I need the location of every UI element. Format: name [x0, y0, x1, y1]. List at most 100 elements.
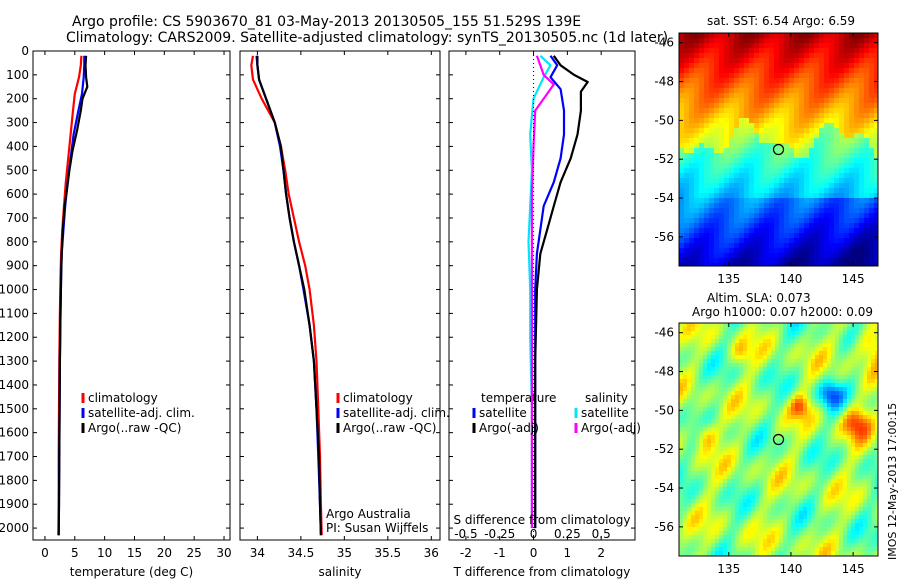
sla_map-cell	[735, 531, 740, 536]
sla_map-cell	[711, 467, 716, 472]
sst_map-cell	[744, 33, 750, 39]
sla_map-cell	[755, 471, 760, 476]
sla_map-cell	[759, 331, 764, 336]
sla_map-cell	[839, 503, 844, 508]
sst_map-cell	[834, 198, 840, 204]
sla_map-cell	[755, 511, 760, 516]
sla_map-cell	[875, 423, 878, 428]
sla_map-cell	[691, 419, 696, 424]
sst_map-cell	[679, 183, 685, 189]
sst_map-cell	[799, 248, 805, 254]
sla_map-cell	[847, 499, 852, 504]
sla_map-cell	[771, 339, 776, 344]
sla_map-cell	[831, 439, 836, 444]
sst_map-cell	[704, 143, 710, 149]
sst_map-cell	[749, 58, 755, 64]
sla_map-cell	[803, 371, 808, 376]
sla_map-cell	[847, 415, 852, 420]
sla_map-cell	[695, 551, 700, 556]
sst_map-cell	[764, 223, 770, 229]
sst_map-cell	[739, 228, 745, 234]
sla_map-cell	[715, 323, 720, 328]
sla_map-cell	[835, 383, 840, 388]
sst_map-cell	[709, 168, 715, 174]
sla_map-cell	[815, 399, 820, 404]
sla_map-cell	[799, 395, 804, 400]
sla_map-cell	[875, 339, 878, 344]
sst_map-cell	[684, 198, 690, 204]
sla_map-cell	[759, 383, 764, 388]
sst_map-cell	[854, 183, 860, 189]
sst_map-cell	[869, 183, 875, 189]
sst_map-cell	[784, 93, 790, 99]
sst_map-cell	[684, 148, 690, 154]
sla_map-cell	[699, 375, 704, 380]
sst_map-cell	[794, 53, 800, 59]
sla_map-cell	[751, 479, 756, 484]
sla_map-cell	[767, 535, 772, 540]
sla_map-cell	[715, 423, 720, 428]
sla_map-cell	[739, 499, 744, 504]
sst_map-cell	[804, 198, 810, 204]
sla_map-cell	[743, 547, 748, 552]
sst_map-cell	[714, 143, 720, 149]
sst_map-cell	[774, 78, 780, 84]
sla_map-cell	[795, 459, 800, 464]
sst_map-cell	[759, 163, 765, 169]
sla_map-cell	[843, 419, 848, 424]
sst_map-cell	[749, 83, 755, 89]
sla_map-cell	[843, 471, 848, 476]
sla_map-cell	[847, 327, 852, 332]
sla_map-cell	[755, 487, 760, 492]
sla_map-cell	[847, 419, 852, 424]
sla_map-cell	[847, 431, 852, 436]
sst_map-cell	[699, 58, 705, 64]
sla_map-cell	[831, 499, 836, 504]
sst_map-cell	[709, 133, 715, 139]
sla_map-cell	[779, 547, 784, 552]
sla_map-cell	[707, 331, 712, 336]
sla_map-cell	[863, 495, 868, 500]
sla_map-cell	[715, 463, 720, 468]
sla_map-cell	[775, 543, 780, 548]
sst_map-cell	[824, 173, 830, 179]
sla_map-cell	[763, 511, 768, 516]
sla_map-cell	[843, 459, 848, 464]
sla_map-cell	[859, 539, 864, 544]
sla_map-cell	[695, 439, 700, 444]
sst_map-cell	[844, 58, 850, 64]
sst_map-cell	[789, 73, 795, 79]
sla_map-cell	[843, 323, 848, 328]
sla_map-cell	[867, 395, 872, 400]
sla_map-cell	[783, 399, 788, 404]
sla_map-cell	[855, 479, 860, 484]
sst_map-cell	[799, 223, 805, 229]
sst_map-cell	[779, 253, 785, 259]
sst_map-cell	[724, 133, 730, 139]
sla_map-cell	[771, 351, 776, 356]
sla_map-cell	[715, 383, 720, 388]
sst_map-cell	[789, 103, 795, 109]
sst_map-cell	[714, 113, 720, 119]
sst_map-cell	[689, 113, 695, 119]
sla_map-cell	[711, 443, 716, 448]
sla_map-cell	[719, 519, 724, 524]
sla_map-cell	[683, 483, 688, 488]
sla_map-cell	[751, 511, 756, 516]
sst_map-cell	[739, 33, 745, 39]
sla_map-cell	[715, 399, 720, 404]
sst_map-cell	[744, 228, 750, 234]
sla_map-cell	[799, 519, 804, 524]
sla_map-cell	[823, 463, 828, 468]
sst_map-cell	[764, 248, 770, 254]
sst_map-cell	[814, 118, 820, 124]
sst_map-cell	[739, 88, 745, 94]
sst_map-cell	[744, 68, 750, 74]
sla_map-cell	[695, 431, 700, 436]
sla_map-cell	[855, 543, 860, 548]
sst_map-cell	[749, 138, 755, 144]
sla_map-cell	[875, 331, 878, 336]
sla_map-cell	[747, 451, 752, 456]
sst_map-cell	[729, 163, 735, 169]
sla_map-cell	[771, 375, 776, 380]
